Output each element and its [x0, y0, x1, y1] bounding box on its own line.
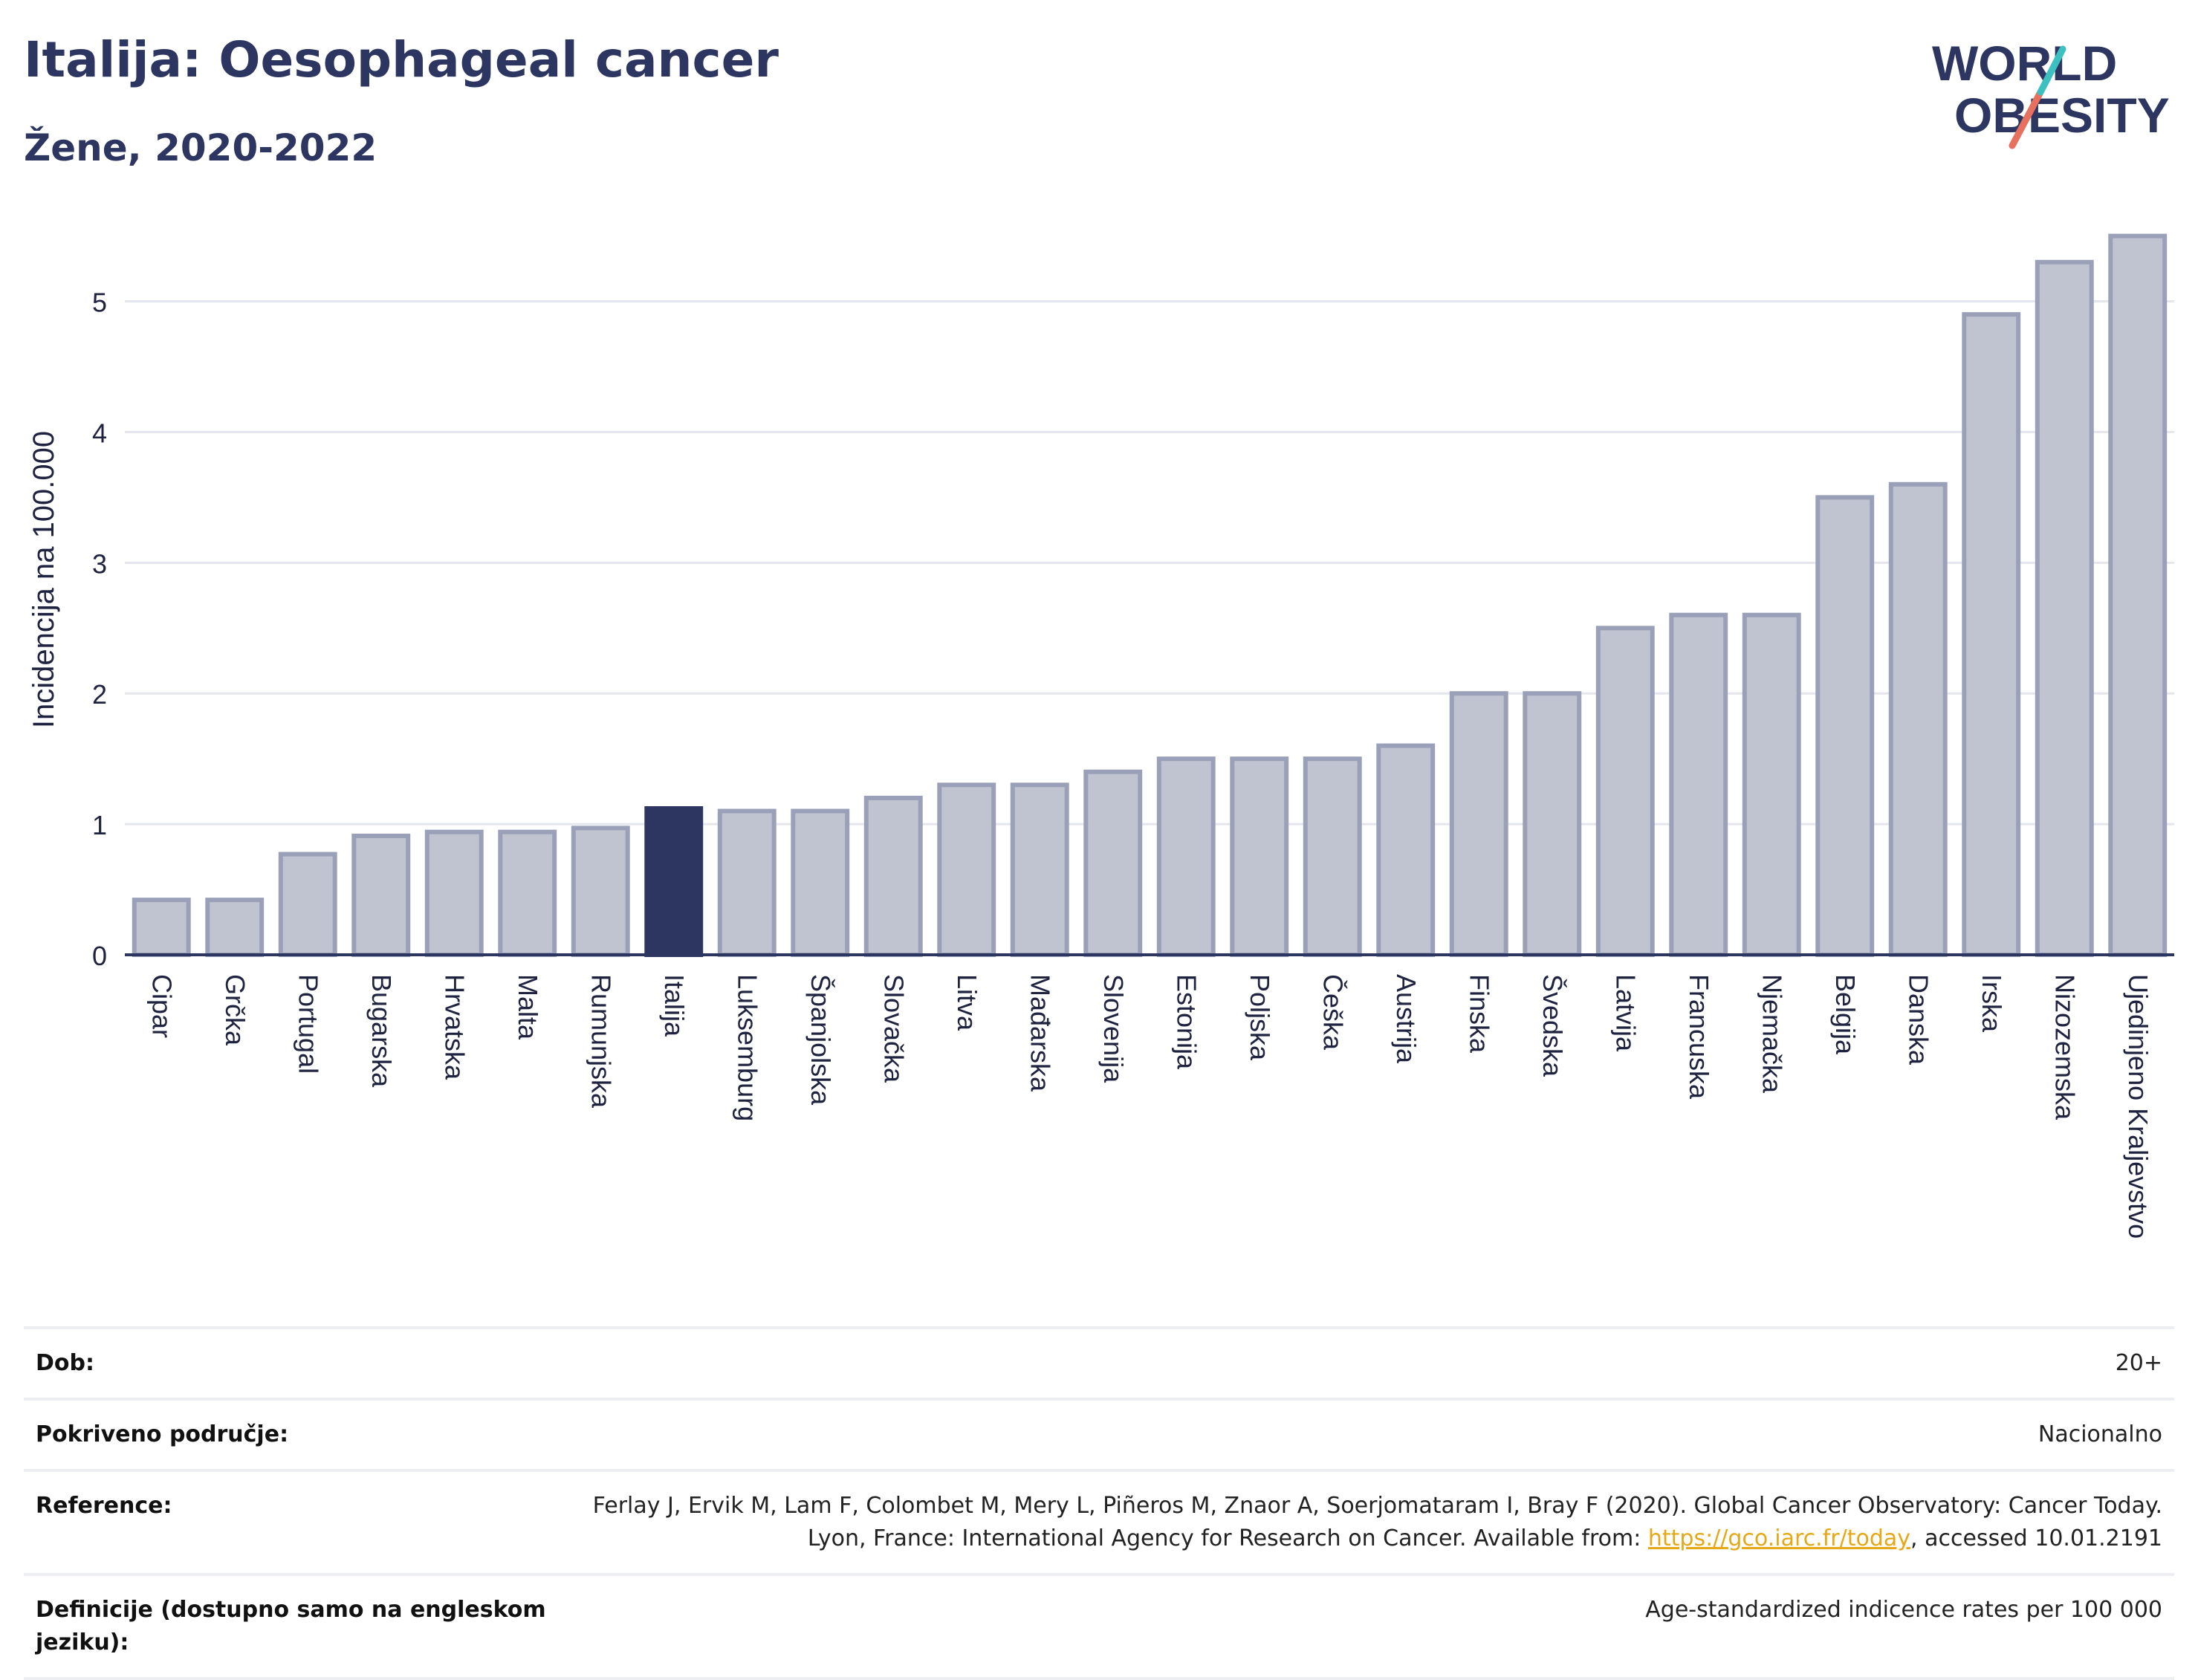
y-tick-label: 3: [92, 548, 107, 579]
bar-finska: [1449, 691, 1508, 957]
bar-hrvatska: [424, 829, 484, 958]
x-tick-label: Italija: [659, 974, 690, 1037]
bar-italija: [644, 806, 704, 957]
x-tick-label: Latvija: [1610, 974, 1641, 1052]
x-tick-label: Poljska: [1245, 974, 1275, 1061]
bar-austrija: [1376, 743, 1436, 957]
reference-link[interactable]: https://gco.iarc.fr/today: [1647, 1525, 1911, 1551]
reference-value: Ferlay J, Ervik M, Lam F, Colombet M, Me…: [587, 1490, 2162, 1555]
age-value: 20+: [2115, 1350, 2162, 1376]
bar-slovenija: [1083, 769, 1143, 957]
x-tick-label: Luksemburg: [732, 974, 762, 1121]
coverage-label: Pokriveno područje:: [36, 1421, 289, 1447]
x-tick-label: Francuska: [1684, 974, 1714, 1100]
bar-belgija: [1815, 495, 1875, 957]
x-tick-label: Belgija: [1830, 974, 1861, 1055]
x-tick-label: Nizozemska: [2049, 974, 2080, 1120]
x-tick-label: Danska: [1903, 974, 1933, 1066]
bar-grčka: [205, 898, 265, 957]
bar-njemačka: [1742, 612, 1801, 958]
bar-španjolska: [791, 808, 850, 957]
logo-line-1: WORLD: [1932, 36, 2117, 91]
y-tick-label: 1: [92, 810, 107, 840]
info-table: Dob: 20+ Pokriveno područje: Nacionalno …: [24, 1326, 2174, 1680]
x-tick-label: Slovačka: [878, 974, 909, 1083]
reference-label: Reference:: [36, 1493, 172, 1519]
info-row-age: Dob: 20+: [24, 1326, 2174, 1398]
x-tick-label: Njemačka: [1757, 974, 1787, 1094]
definitions-value: Age-standardized indicence rates per 100…: [1645, 1597, 2162, 1623]
x-tick-label: Finska: [1464, 974, 1494, 1054]
x-tick-label: Hrvatska: [439, 974, 470, 1080]
x-tick-label: Mađarska: [1025, 974, 1055, 1092]
x-tick-label: Rumunjska: [586, 974, 616, 1109]
y-tick-label: 4: [92, 418, 107, 448]
x-tick-label: Litva: [952, 974, 982, 1031]
info-row-definitions: Definicije (dostupno samo na engleskom j…: [24, 1573, 2174, 1680]
bar-poljska: [1230, 756, 1289, 957]
coverage-value: Nacionalno: [2037, 1421, 2162, 1447]
x-tick-label: Slovenija: [1098, 974, 1129, 1083]
x-tick-label: Španjolska: [805, 974, 836, 1106]
bar-irska: [1962, 312, 2021, 957]
x-tick-label: Bugarska: [366, 974, 397, 1088]
x-tick-label: Irska: [1977, 974, 2007, 1033]
reference-text-1: Ferlay J, Ervik M, Lam F, Colombet M, Me…: [592, 1493, 2162, 1551]
x-tick-label: Švedska: [1537, 974, 1568, 1077]
reference-text-2: , accessed 10.01.2191: [1910, 1525, 2162, 1551]
definitions-label: Definicije (dostupno samo na engleskom j…: [36, 1597, 546, 1655]
bar-litva: [937, 782, 996, 957]
x-tick-label: Estonija: [1171, 974, 1202, 1070]
y-tick-label: 5: [92, 288, 107, 318]
bar-rumunjska: [571, 826, 630, 957]
chart-title: Italija: Oesophageal cancer: [24, 31, 779, 88]
x-tick-label: Malta: [513, 974, 543, 1040]
x-tick-label: Češka: [1317, 974, 1348, 1051]
bar-chart: 0 1 2 3 4 5 Cipar Grčka Portugal Bugarska Hrvatska…: [27, 233, 2174, 1239]
x-tick-label: Ujedinjeno Kraljevstvo: [2123, 974, 2153, 1239]
bar-luksemburg: [717, 808, 777, 957]
bar-češka: [1303, 756, 1362, 957]
bar-danska: [1888, 481, 1948, 957]
logo-line-2: OBESITY: [1954, 88, 2170, 143]
info-row-coverage: Pokriveno područje: Nacionalno: [24, 1398, 2174, 1469]
bar-švedska: [1523, 691, 1582, 957]
bar-malta: [498, 829, 557, 958]
y-tick-label: 2: [92, 679, 107, 710]
bar-slovačka: [863, 795, 923, 958]
chart-subtitle: Žene, 2020-2022: [24, 126, 377, 169]
x-tick-label: Austrija: [1391, 974, 1421, 1064]
age-label: Dob:: [36, 1350, 94, 1376]
x-tick-label: Portugal: [293, 974, 323, 1074]
bar-cipar: [132, 898, 191, 957]
bar-latvija: [1595, 626, 1655, 958]
x-tick-label: Grčka: [220, 974, 250, 1046]
x-tick-label: Cipar: [146, 974, 177, 1038]
world-obesity-logo: WORLD OBESITY: [1932, 36, 2170, 149]
bar-portugal: [278, 852, 337, 957]
info-row-reference: Reference: Ferlay J, Ervik M, Lam F, Col…: [24, 1469, 2174, 1573]
bar-ujedinjeno-kraljevstvo: [2108, 233, 2168, 957]
y-axis-label: Incidencija na 100.000: [27, 431, 60, 728]
bar-bugarska: [351, 833, 411, 957]
bar-estonija: [1156, 756, 1216, 957]
bar-nizozemska: [2035, 259, 2094, 957]
bar-mađarska: [1010, 782, 1069, 957]
y-tick-label: 0: [92, 941, 107, 971]
bar-francuska: [1669, 612, 1728, 958]
